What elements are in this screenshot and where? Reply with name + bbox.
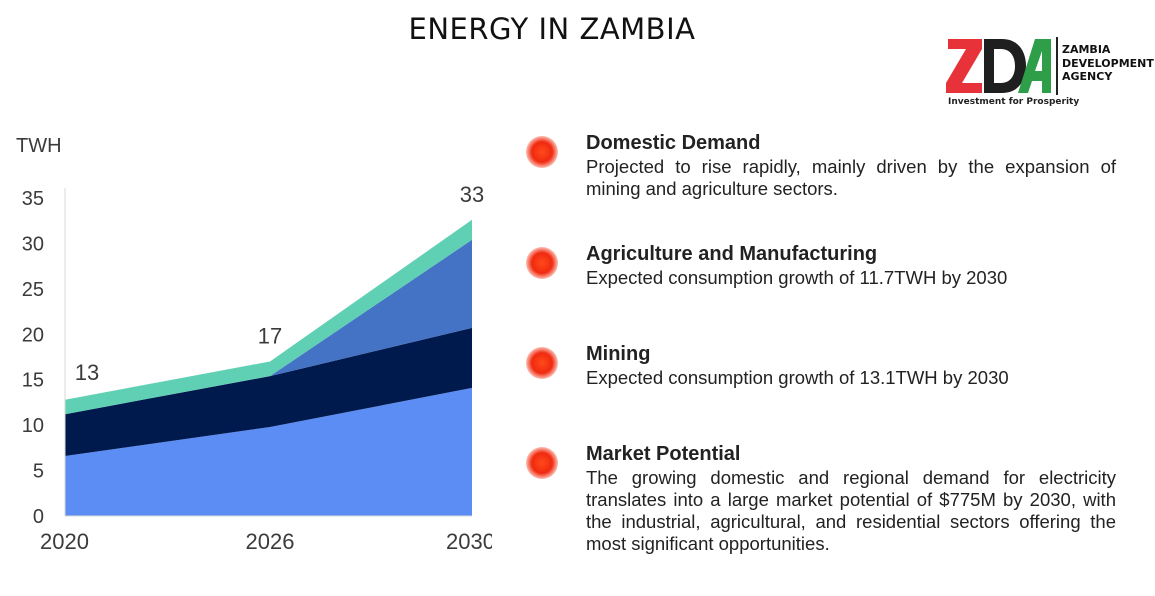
zda-logo: ZAMBIA DEVELOPMENT AGENCY Investment for…: [946, 37, 1154, 112]
data-label: 17: [258, 324, 282, 349]
logo-a-counter: [1035, 51, 1042, 71]
y-tick-label: 35: [22, 188, 44, 210]
item-heading: Domestic Demand: [586, 132, 761, 154]
item-text: Expected consumption growth of 11.7TWH b…: [586, 267, 1008, 288]
item-heading: Agriculture and Manufacturing: [586, 243, 878, 265]
y-tick-label: 10: [22, 415, 44, 437]
y-axis-label: TWH: [16, 135, 62, 157]
logo-name-line: DEVELOPMENT: [1062, 56, 1154, 70]
item-heading: Mining: [586, 343, 651, 365]
logo-a-letter: [1018, 39, 1051, 93]
logo-name-line: ZAMBIA: [1062, 43, 1111, 56]
x-tick-label: 2030: [446, 529, 492, 554]
y-tick-label: 30: [22, 233, 44, 255]
x-tick-label: 2026: [246, 529, 295, 554]
item-heading: Market Potential: [586, 443, 741, 465]
zda-logo-mark: [946, 39, 1051, 93]
y-tick-label: 25: [22, 279, 44, 301]
logo-divider: [1056, 37, 1058, 95]
y-tick-label: 15: [22, 370, 44, 392]
item-text: Expected consumption growth of 13.1TWH b…: [586, 367, 1009, 388]
page-title: ENERGY IN ZAMBIA: [408, 12, 696, 46]
energy-demand-chart: TWH 0 5 10 15 20 25 30 35 2020 2026 2030 13 17 33: [0, 120, 492, 560]
area-series-mining: [65, 327, 472, 456]
y-tick-label: 5: [33, 461, 44, 483]
area-series-residential: [65, 387, 472, 516]
logo-d-letter: [984, 39, 1026, 93]
bullet-dot-icon: [526, 136, 558, 168]
y-tick-label: 0: [33, 506, 44, 528]
logo-agency-name: ZAMBIA DEVELOPMENT AGENCY: [1062, 43, 1154, 84]
logo-tagline: Investment for Prosperity: [948, 97, 1080, 107]
chart-svg: TWH 0 5 10 15 20 25 30 35 2020 2026 2030 13 17 33: [16, 135, 492, 554]
item-text: Projected to rise rapidly, mainly driven…: [586, 156, 1116, 199]
data-label: 33: [460, 182, 484, 207]
data-label: 13: [75, 360, 99, 385]
logo-z-letter: [946, 39, 982, 93]
y-tick-label: 20: [22, 324, 44, 346]
bullet-dot-icon: [526, 247, 558, 279]
bullet-dot-icon: [526, 347, 558, 379]
x-tick-label: 2020: [40, 529, 89, 554]
item-text: The growing domestic and regional demand…: [586, 467, 1116, 554]
area-series-agriculture-manufacturing: [65, 239, 472, 415]
area-series-other: [65, 219, 472, 415]
bullet-dot-icon: [526, 447, 558, 479]
logo-name-line: AGENCY: [1062, 70, 1113, 83]
